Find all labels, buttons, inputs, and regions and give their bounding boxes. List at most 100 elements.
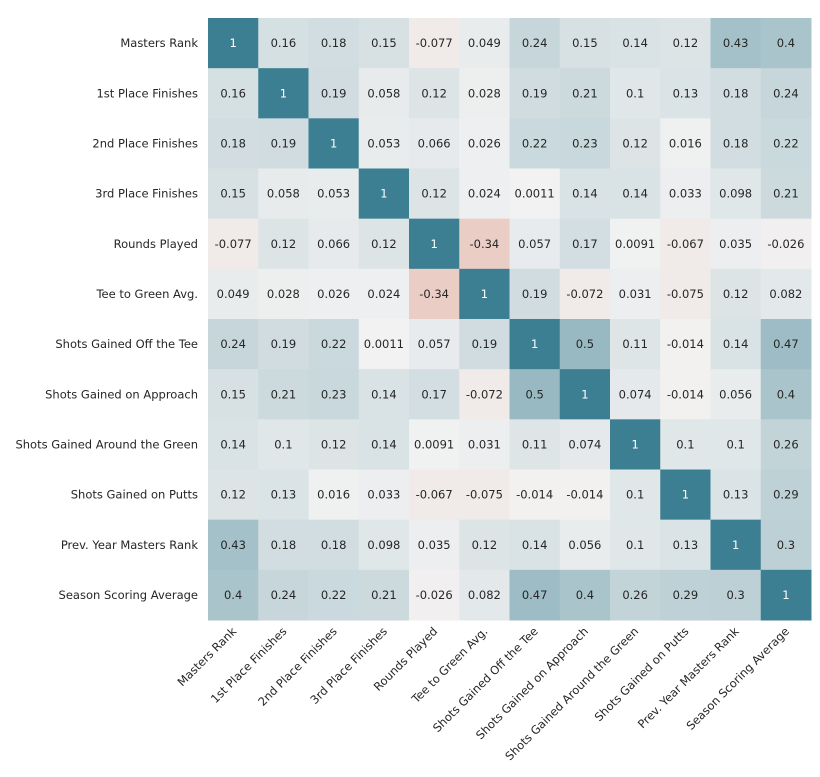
heatmap-cell [308,218,360,270]
cell-value-label: 0.14 [220,437,246,451]
cell-value-label: 0.4 [777,36,795,50]
cell-value-label: -0.026 [767,237,804,251]
cell-value-label: 1 [481,287,488,301]
cell-value-label: 0.47 [773,337,799,351]
cell-value-label: 0.074 [568,437,601,451]
y-tick-label: 1st Place Finishes [96,86,198,100]
heatmap-cell [258,268,309,320]
cell-value-label: 0.18 [321,538,347,552]
cell-value-label: 0.098 [367,538,400,552]
cell-value-label: 1 [581,387,588,401]
heatmap-cell [509,118,561,169]
cell-value-label: 0.16 [271,36,297,50]
heatmap-cell [208,369,259,420]
heatmap-cell [409,319,460,370]
heatmap-cell [409,519,460,571]
heatmap-cell [710,68,762,119]
heatmap-cell [559,118,611,169]
cell-value-label: -0.014 [516,488,553,502]
cell-value-label: 0.026 [317,287,350,301]
heatmap-cell [409,168,460,220]
heatmap-cell [509,168,561,220]
heatmap-cell [208,218,259,270]
cell-value-label: 0.22 [321,588,347,602]
cell-value-label: 0.14 [723,337,749,351]
cell-value-label: 0.3 [777,538,795,552]
cell-value-label: 0.14 [371,387,397,401]
heatmap-cell [358,369,410,420]
x-tick-label: Prev. Year Masters Rank [635,624,742,731]
cell-value-label: 0.26 [773,437,799,451]
x-tick-label: Shots Gained on Putts [592,624,692,724]
cell-value-label: 0.26 [622,588,648,602]
y-tick-label: Shots Gained on Approach [45,387,198,401]
cell-value-label: 0.18 [220,136,246,150]
heatmap-cell [409,369,460,420]
heatmap-cell [710,569,762,621]
heatmap-cell [308,168,360,220]
heatmap-cell [208,419,259,470]
cell-value-label: -0.072 [466,387,503,401]
heatmap-cell [509,268,561,320]
heatmap-cell [760,419,812,470]
heatmap-cell [308,419,360,470]
heatmap-cell [660,369,711,420]
heatmap-cell [559,268,611,320]
heatmap-cell [610,218,661,270]
heatmap-cell [459,68,510,119]
heatmap-cell [258,319,309,370]
cell-value-label: 0.5 [576,337,594,351]
heatmap-cell [459,419,510,470]
cell-value-label: -0.067 [667,237,704,251]
heatmap-cell [559,519,611,571]
heatmap-cell [760,218,812,270]
cell-value-label: 0.028 [468,86,501,100]
cell-value-label: 0.1 [626,538,644,552]
heatmap-cell [610,18,661,69]
cell-value-label: 0.17 [421,387,447,401]
cell-value-label: 1 [682,488,689,502]
cell-value-label: 0.098 [719,187,752,201]
cell-value-label: 0.024 [367,287,400,301]
heatmap-cell [660,68,711,119]
cell-value-label: 0.29 [773,488,799,502]
heatmap-cell [660,118,711,169]
heatmap-cell [710,319,762,370]
cell-value-label: 1 [782,588,789,602]
cell-value-label: 0.031 [468,437,501,451]
heatmap-cell [358,319,410,370]
cell-value-label: 0.24 [773,86,799,100]
heatmap-cell [610,319,661,370]
cell-value-label: 0.24 [522,36,548,50]
heatmap-cell [760,519,812,571]
heatmap-cell [208,18,259,69]
heatmap-cell [258,118,309,169]
heatmap-cell [208,519,259,571]
heatmap-cell [509,319,561,370]
x-tick-label: Season Scoring Average [683,624,792,733]
heatmap-cell [358,519,410,571]
y-tick-label: Shots Gained Off the Tee [55,337,198,351]
cell-value-label: 0.19 [522,86,548,100]
y-tick-label: Shots Gained Around the Green [15,437,198,451]
y-tick-label: 3rd Place Finishes [95,187,198,201]
cell-value-label: 0.11 [622,337,648,351]
heatmap-cell [409,118,460,169]
heatmap-cell [358,469,410,521]
cell-value-label: 0.0011 [364,337,404,351]
cell-value-label: 0.18 [321,36,347,50]
cell-value-label: 0.43 [220,538,246,552]
heatmap-cell [409,68,460,119]
heatmap-cell [358,218,410,270]
heatmap-cell [710,469,762,521]
cell-value-label: 1 [732,538,739,552]
heatmap-cell [358,68,410,119]
cell-value-label: 0.056 [568,538,601,552]
cell-value-label: 0.0011 [515,187,555,201]
cell-value-label: 0.12 [421,86,447,100]
cell-value-label: 0.5 [525,387,543,401]
cell-value-label: 0.4 [224,588,242,602]
cell-value-label: 0.049 [468,36,501,50]
heatmap-cell [409,18,460,69]
cell-value-label: 0.12 [673,36,699,50]
